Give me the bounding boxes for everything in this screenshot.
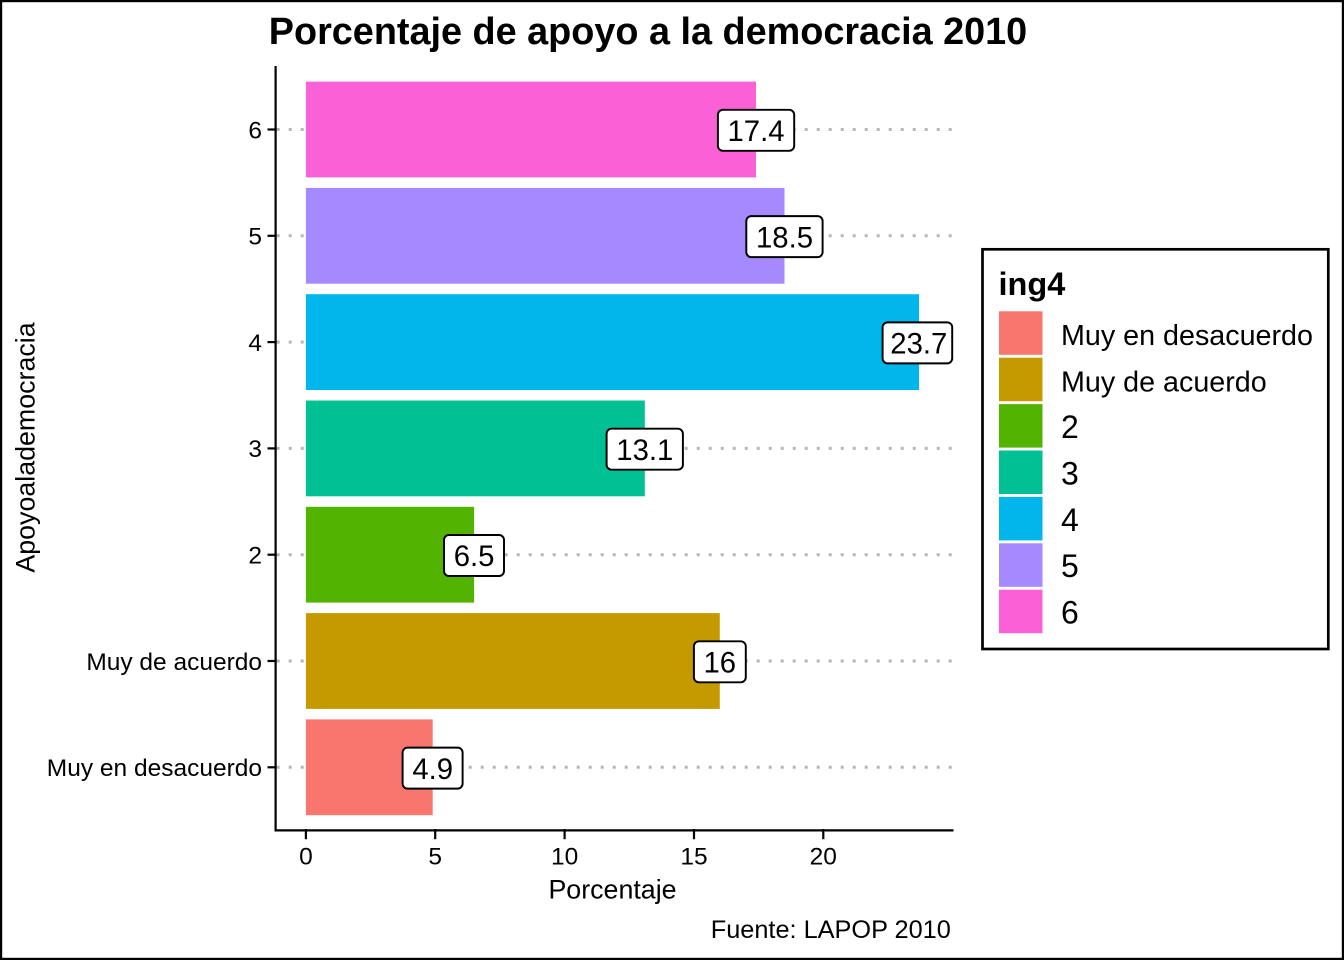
svg-text:3: 3: [1061, 455, 1079, 491]
svg-text:4.9: 4.9: [412, 753, 453, 786]
svg-text:0: 0: [299, 844, 313, 871]
svg-text:10: 10: [551, 844, 578, 871]
svg-text:2: 2: [248, 543, 262, 570]
svg-text:6: 6: [248, 117, 262, 144]
svg-text:20: 20: [810, 844, 837, 871]
svg-text:17.4: 17.4: [727, 115, 784, 148]
svg-text:Muy de acuerdo: Muy de acuerdo: [86, 649, 262, 676]
svg-text:3: 3: [248, 436, 262, 463]
svg-text:Muy en desacuerdo: Muy en desacuerdo: [47, 755, 262, 782]
svg-text:4: 4: [1061, 502, 1079, 538]
svg-text:5: 5: [248, 224, 262, 251]
svg-text:5: 5: [1061, 548, 1079, 584]
svg-text:18.5: 18.5: [756, 221, 813, 254]
svg-text:5: 5: [428, 844, 442, 871]
svg-text:6.5: 6.5: [454, 540, 495, 573]
svg-text:16: 16: [704, 647, 737, 680]
svg-text:Porcentaje de apoyo a la democ: Porcentaje de apoyo a la democracia 2010: [269, 11, 1027, 53]
svg-text:Fuente: LAPOP 2010: Fuente: LAPOP 2010: [711, 916, 951, 944]
svg-text:Muy en desacuerdo: Muy en desacuerdo: [1061, 320, 1313, 352]
svg-text:Porcentaje: Porcentaje: [548, 875, 676, 905]
svg-text:15: 15: [680, 844, 707, 871]
svg-text:2: 2: [1061, 409, 1079, 445]
svg-text:ing4: ing4: [999, 266, 1066, 302]
svg-text:Apoyoalademocracia: Apoyoalademocracia: [10, 322, 40, 572]
svg-text:Muy de acuerdo: Muy de acuerdo: [1061, 366, 1267, 398]
svg-text:6: 6: [1061, 595, 1079, 631]
svg-text:13.1: 13.1: [616, 434, 673, 467]
svg-text:4: 4: [248, 330, 262, 357]
svg-text:23.7: 23.7: [890, 328, 947, 361]
